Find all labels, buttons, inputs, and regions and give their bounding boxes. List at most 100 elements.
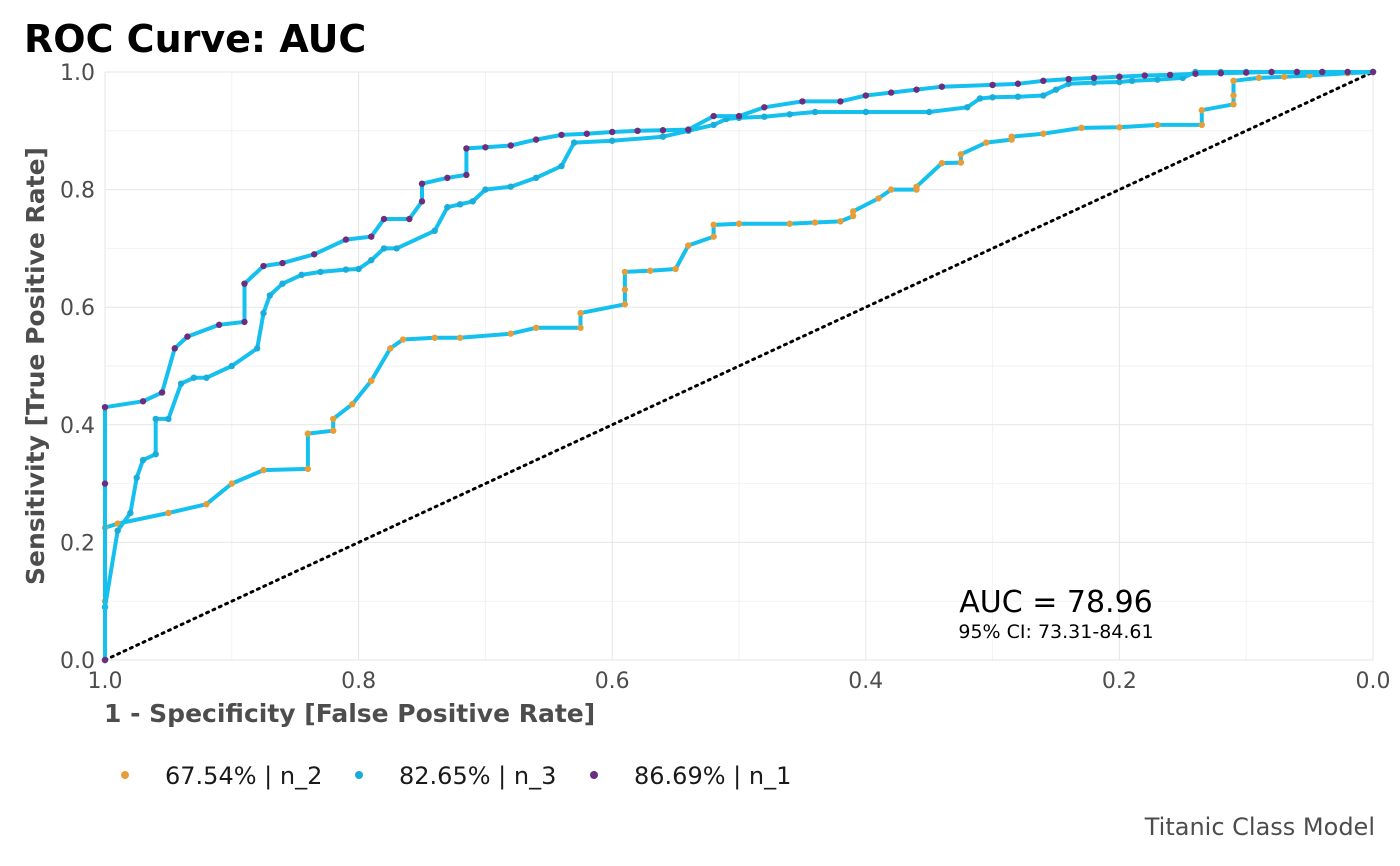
- data-point: [330, 427, 337, 434]
- data-point: [1116, 78, 1123, 86]
- y-tick-label: 0.4: [60, 414, 95, 439]
- data-point: [926, 108, 933, 116]
- data-point: [1268, 68, 1275, 76]
- data-point: [1192, 70, 1199, 77]
- data-point: [215, 321, 223, 329]
- data-point: [989, 94, 996, 101]
- data-point: [647, 267, 654, 274]
- y-tick-label: 0.0: [60, 649, 95, 674]
- data-point: [964, 104, 971, 111]
- series-line: [103, 70, 1375, 662]
- data-point: [177, 380, 185, 387]
- data-point: [444, 204, 451, 211]
- legend-item: 86.69% | n_1: [590, 762, 791, 790]
- data-point: [1154, 121, 1161, 129]
- data-point: [1014, 93, 1022, 100]
- data-point: [875, 195, 882, 202]
- axis-ticks: 1.0 0.8 0.6 0.4 0.2 0.0 0.0 0.2 0.4 0.6 0.8 1.0: [60, 61, 1391, 694]
- data-point: [672, 265, 679, 273]
- data-point: [101, 656, 109, 664]
- legend-label: 82.65% | n_3: [399, 762, 556, 790]
- data-point: [368, 233, 375, 240]
- data-point: [913, 183, 920, 190]
- legend-swatch: [355, 771, 363, 779]
- data-point: [1243, 69, 1250, 76]
- data-point: [710, 233, 717, 240]
- data-point: [609, 137, 616, 144]
- reference-diagonal: [103, 70, 1375, 662]
- data-point: [1065, 80, 1072, 87]
- data-point: [342, 266, 350, 273]
- data-point: [1154, 76, 1161, 83]
- data-point: [837, 98, 844, 105]
- data-point: [406, 215, 413, 223]
- data-point: [260, 466, 267, 474]
- data-point: [887, 89, 895, 96]
- series-line: [103, 70, 1375, 662]
- data-point: [349, 401, 356, 408]
- data-point: [317, 268, 324, 276]
- data-point: [1166, 71, 1174, 79]
- data-point: [983, 139, 990, 146]
- data-point: [507, 183, 514, 190]
- data-point: [1065, 75, 1072, 83]
- y-tick-label: 0.2: [60, 531, 95, 556]
- data-point: [418, 198, 426, 205]
- data-point: [1141, 72, 1148, 79]
- data-point: [393, 245, 400, 252]
- data-point: [957, 159, 965, 166]
- data-point: [279, 280, 286, 287]
- data-point: [621, 268, 629, 276]
- data-point: [621, 301, 629, 308]
- data-point: [735, 220, 743, 227]
- data-point: [431, 227, 438, 234]
- data-point: [1344, 68, 1351, 76]
- data-point: [463, 145, 470, 152]
- legend-label: 67.54% | n_2: [165, 762, 322, 790]
- data-point: [380, 215, 388, 223]
- data-point: [849, 212, 857, 220]
- data-point: [1052, 86, 1060, 93]
- data-point: [1090, 79, 1098, 86]
- data-point: [685, 126, 692, 133]
- data-point: [228, 480, 235, 487]
- data-point: [583, 130, 591, 137]
- data-point: [837, 218, 844, 225]
- data-point: [761, 104, 768, 111]
- data-point: [203, 374, 210, 381]
- data-point: [1198, 107, 1206, 114]
- data-point: [368, 377, 375, 384]
- data-point: [330, 415, 337, 423]
- data-point: [976, 95, 984, 102]
- series-line: [103, 70, 1375, 662]
- data-point: [609, 128, 616, 136]
- data-point: [1230, 77, 1237, 85]
- data-point: [1281, 73, 1288, 80]
- grid: [104, 71, 1374, 661]
- data-point: [989, 81, 996, 89]
- data-point: [469, 198, 476, 205]
- legend-swatch: [590, 771, 598, 779]
- data-point: [634, 127, 641, 134]
- data-point: [849, 208, 857, 215]
- data-point: [241, 318, 248, 326]
- data-point: [1128, 77, 1136, 85]
- data-point: [710, 121, 717, 129]
- x-tick-label: 0.8: [341, 669, 376, 694]
- data-point: [799, 98, 806, 105]
- reference-line: [103, 70, 1375, 662]
- data-point: [101, 480, 109, 487]
- data-point: [418, 180, 426, 187]
- data-point: [577, 309, 584, 317]
- auc-ci-annotation: 95% CI: 73.31-84.61: [958, 621, 1153, 643]
- data-point: [761, 113, 768, 120]
- data-point: [311, 251, 318, 258]
- caption: Titanic Class Model: [1144, 813, 1375, 841]
- data-point: [1040, 130, 1047, 137]
- x-tick-label: 0.0: [1356, 669, 1391, 694]
- data-point: [127, 509, 134, 517]
- data-point: [577, 324, 584, 331]
- auc-annotation: AUC = 78.96: [959, 585, 1153, 620]
- data-point: [241, 280, 248, 287]
